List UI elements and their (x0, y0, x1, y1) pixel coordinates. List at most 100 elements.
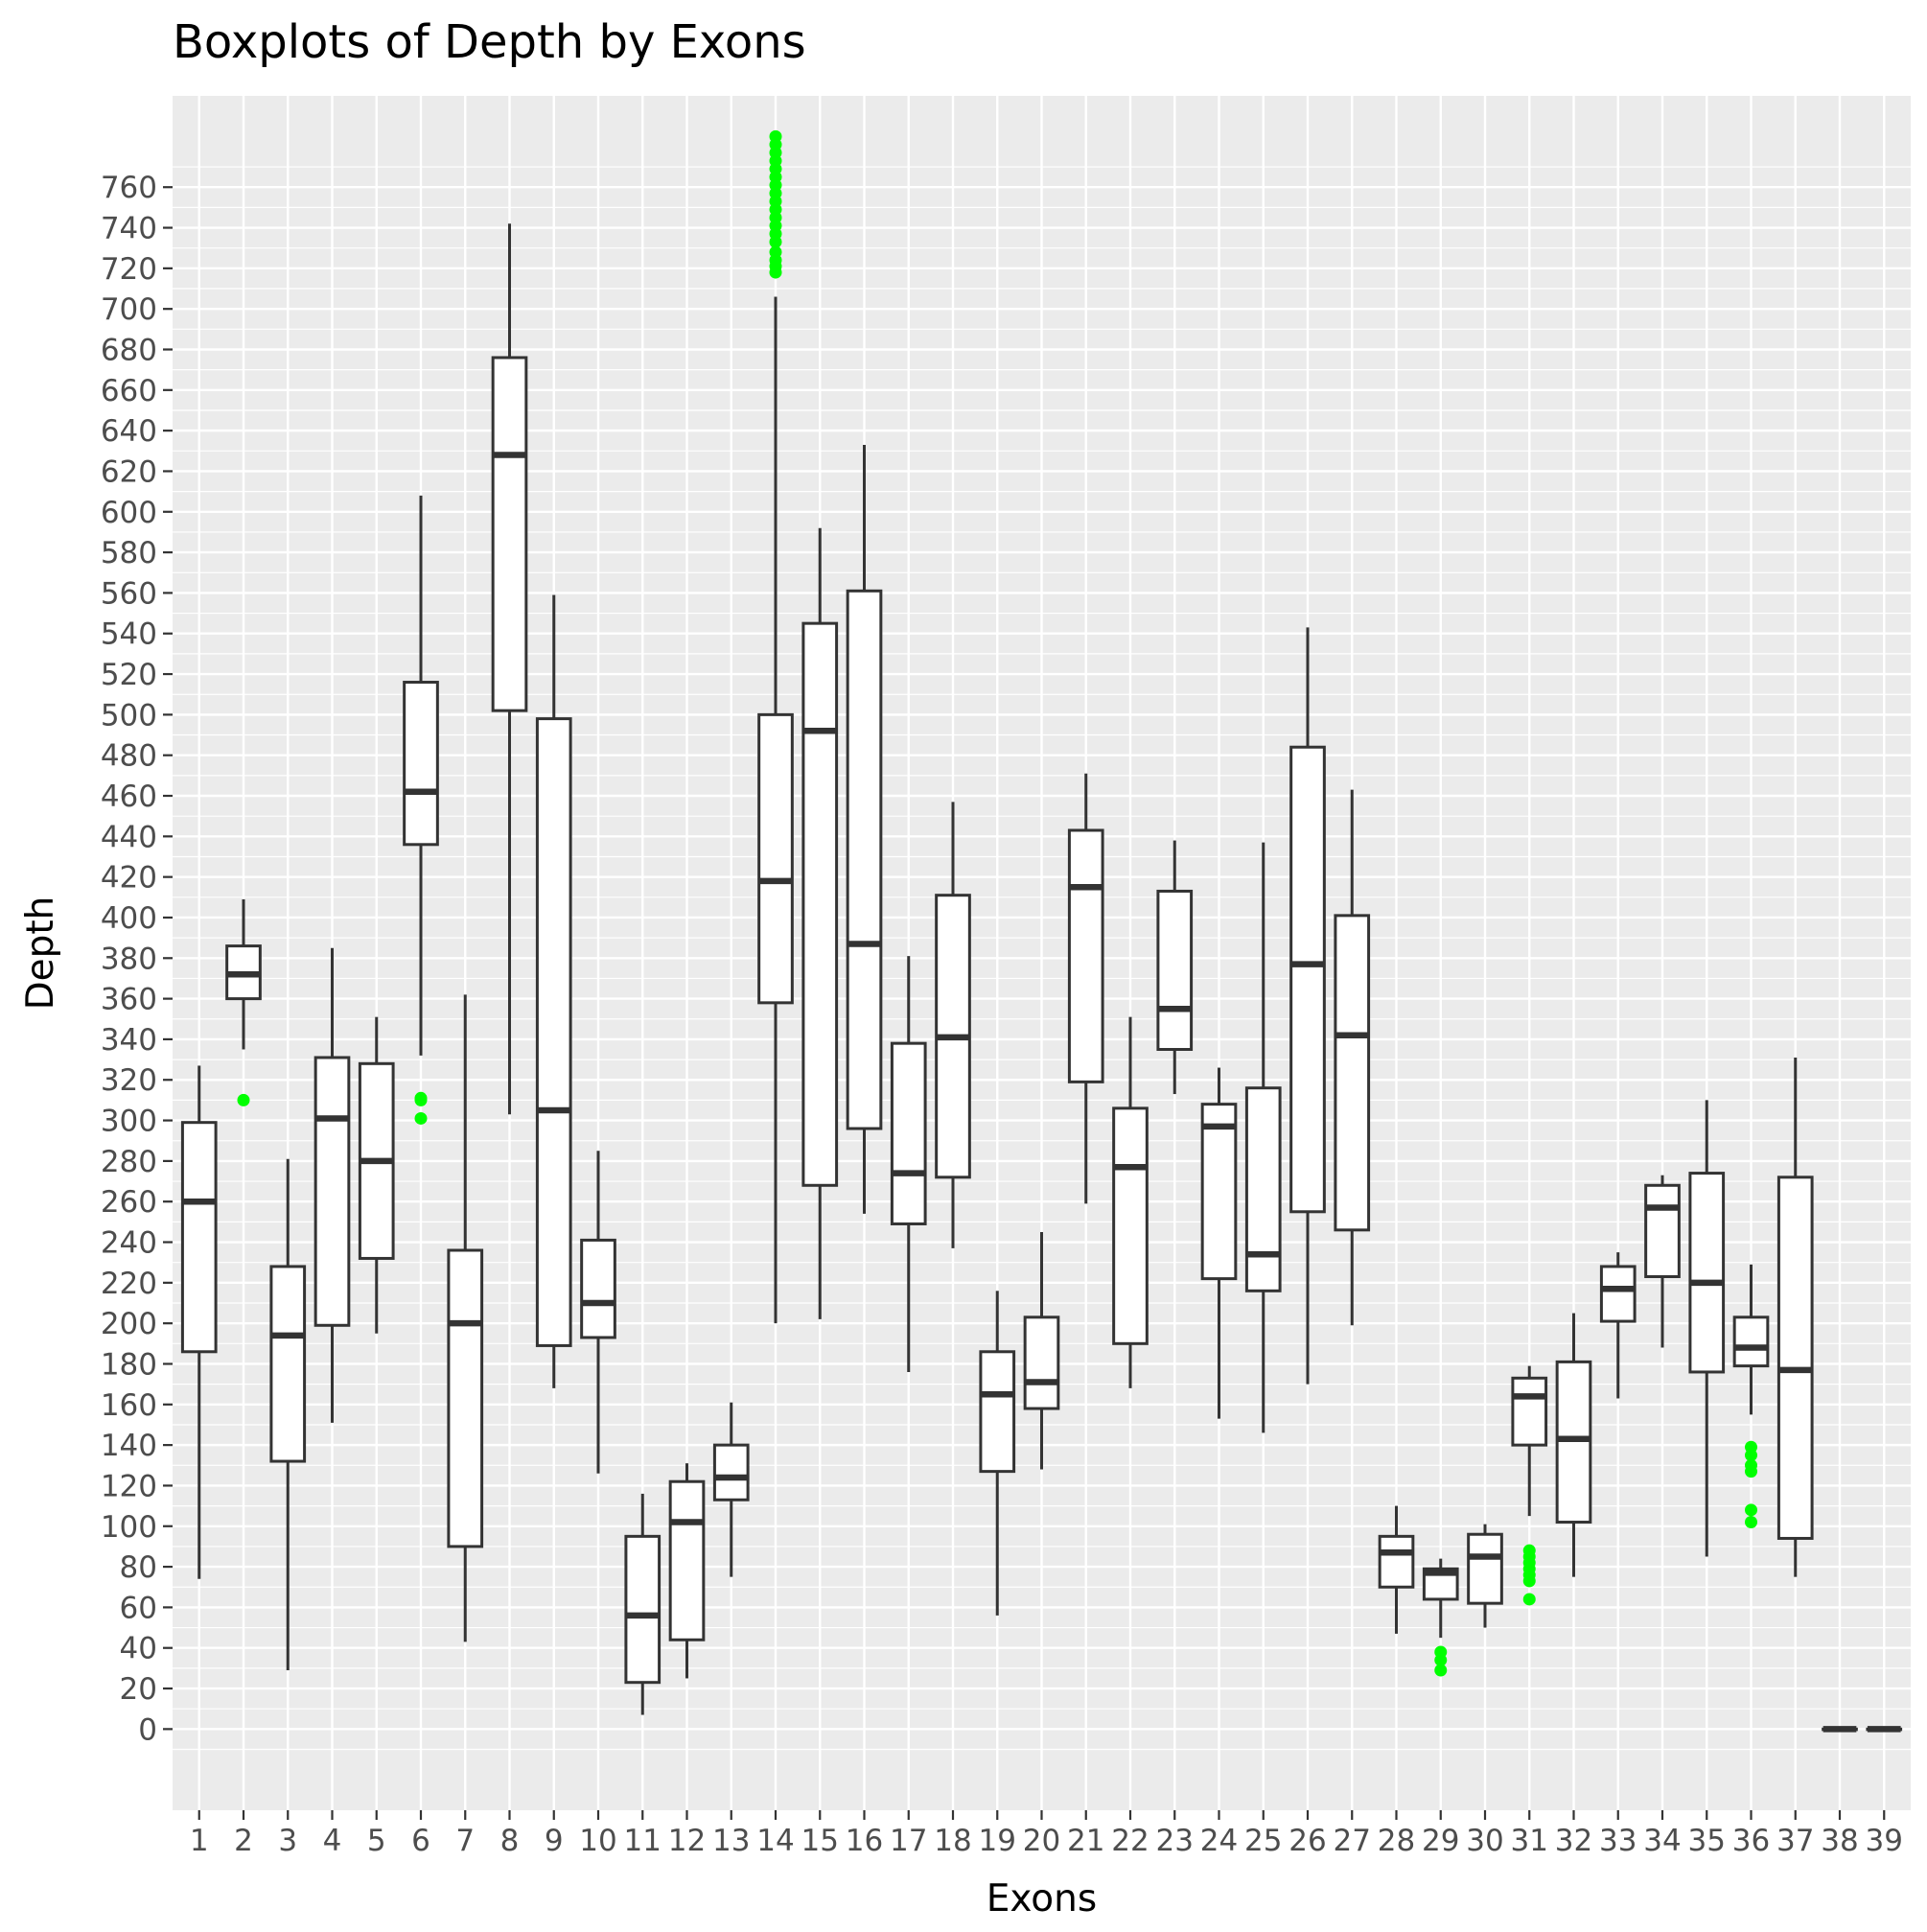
box-body (313, 1056, 351, 1327)
y-tick-label: 20 (120, 1672, 157, 1707)
y-tick-label: 620 (101, 454, 157, 489)
box-body (1644, 1183, 1681, 1278)
x-tick-label: 13 (712, 1824, 750, 1858)
x-tick-label: 3 (278, 1824, 297, 1858)
box-body (269, 1265, 307, 1463)
y-tick-label: 420 (101, 861, 157, 896)
box-body (1732, 1315, 1770, 1368)
x-tick-label: 28 (1378, 1824, 1415, 1858)
y-tick-label: 660 (101, 374, 157, 408)
y-tick-label: 300 (101, 1105, 157, 1139)
x-tick-label: 9 (545, 1824, 564, 1858)
box-exon-22 (1112, 1016, 1149, 1388)
y-axis: 0 20 40 60 80 100 120 140 160 180 200 220 240 260 280 3… (101, 171, 173, 1747)
x-tick-label: 33 (1599, 1824, 1637, 1858)
y-tick-label: 280 (101, 1145, 157, 1179)
x-tick-label: 5 (367, 1824, 386, 1858)
y-tick-label: 380 (101, 942, 157, 976)
y-tick-label: 120 (101, 1469, 157, 1503)
box-body (1023, 1315, 1060, 1410)
outlier-point (1522, 1544, 1536, 1557)
x-tick-label: 1 (190, 1824, 209, 1858)
box-exon-21 (1067, 773, 1104, 1204)
outlier-point (769, 245, 782, 259)
box-exon-25 (1244, 842, 1282, 1433)
box-exon-29 (1422, 1558, 1459, 1677)
box-exon-24 (1200, 1067, 1238, 1419)
outlier-point (1434, 1645, 1448, 1659)
box-body (979, 1350, 1016, 1474)
x-tick-label: 38 (1821, 1824, 1858, 1858)
y-tick-label: 640 (101, 414, 157, 449)
y-tick-label: 220 (101, 1267, 157, 1301)
y-tick-label: 0 (138, 1712, 157, 1747)
x-tick-label: 35 (1688, 1824, 1726, 1858)
y-tick-label: 540 (101, 617, 157, 652)
x-tick-label: 36 (1732, 1824, 1770, 1858)
box-exon-13 (712, 1402, 750, 1577)
x-axis-title: Exons (987, 1877, 1097, 1920)
box-exon-10 (580, 1151, 616, 1474)
box-exon-18 (935, 802, 971, 1248)
box-body (535, 717, 572, 1347)
box-body (447, 1248, 484, 1548)
box-body (668, 1479, 706, 1641)
box-exon-37 (1776, 1057, 1814, 1577)
outlier-point (237, 1093, 250, 1106)
box-body (403, 681, 439, 847)
box-body (846, 589, 883, 1130)
x-tick-label: 16 (846, 1824, 883, 1858)
y-tick-label: 320 (101, 1063, 157, 1098)
y-tick-label: 40 (120, 1632, 157, 1666)
box-exon-26 (1289, 627, 1326, 1385)
box-body (757, 712, 794, 1005)
box-exon-1 (180, 1065, 218, 1579)
y-tick-label: 240 (101, 1226, 157, 1261)
x-tick-label: 26 (1289, 1824, 1326, 1858)
y-tick-label: 480 (101, 739, 157, 774)
box-body (1156, 889, 1194, 1052)
box-exon-34 (1644, 1175, 1681, 1348)
x-tick-label: 14 (756, 1824, 794, 1858)
box-body (1511, 1376, 1548, 1447)
box-exon-3 (269, 1158, 307, 1670)
box-exon-35 (1688, 1100, 1726, 1557)
box-exon-33 (1599, 1252, 1637, 1399)
x-tick-label: 37 (1776, 1824, 1814, 1858)
outlier-point (1745, 1458, 1757, 1472)
x-tick-label: 32 (1555, 1824, 1592, 1858)
y-tick-label: 680 (101, 333, 157, 367)
x-tick-label: 2 (234, 1824, 253, 1858)
outlier-point (414, 1091, 428, 1105)
box-exon-28 (1378, 1505, 1415, 1634)
box-body (1289, 745, 1326, 1214)
x-tick-label: 10 (579, 1824, 616, 1858)
y-tick-label: 180 (101, 1347, 157, 1382)
x-tick-label: 11 (624, 1824, 662, 1858)
x-tick-label: 23 (1156, 1824, 1194, 1858)
y-tick-label: 720 (101, 252, 157, 287)
x-tick-label: 31 (1511, 1824, 1548, 1858)
y-tick-label: 80 (120, 1550, 157, 1585)
box-body (580, 1238, 616, 1339)
x-tick-label: 27 (1334, 1824, 1371, 1858)
box-exon-17 (890, 956, 927, 1372)
x-tick-label: 24 (1200, 1824, 1238, 1858)
outlier-point (414, 1111, 428, 1125)
y-tick-label: 340 (101, 1023, 157, 1058)
y-tick-label: 760 (101, 171, 157, 205)
box-exon-20 (1023, 1231, 1060, 1470)
y-tick-label: 160 (101, 1388, 157, 1423)
box-exon-5 (358, 1016, 395, 1334)
box-exon-38 (1822, 1726, 1858, 1733)
box-exon-6 (403, 495, 439, 1125)
box-exon-11 (624, 1493, 662, 1715)
y-tick-label: 740 (101, 212, 157, 246)
y-tick-label: 460 (101, 780, 157, 814)
box-body (1200, 1103, 1238, 1281)
box-body (1378, 1534, 1415, 1589)
box-body (1599, 1265, 1637, 1323)
box-body (1688, 1172, 1726, 1374)
